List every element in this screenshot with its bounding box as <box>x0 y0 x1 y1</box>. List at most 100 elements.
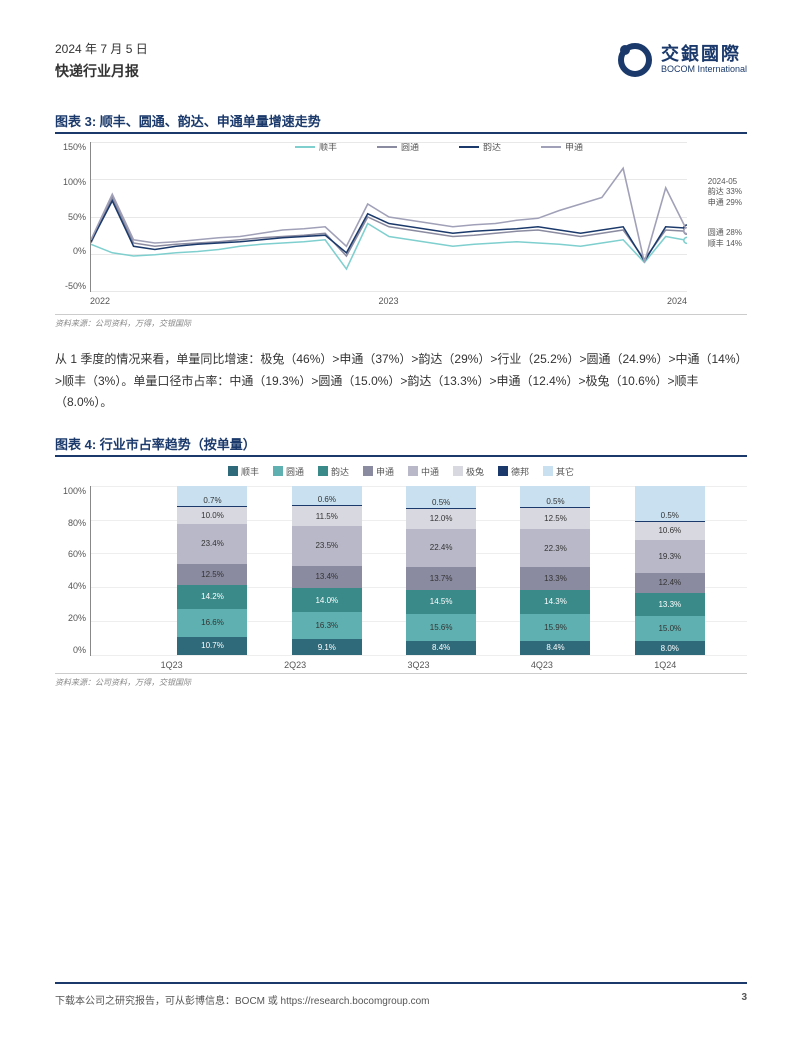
segment-label: 0.5% <box>661 511 679 520</box>
xtick-label: 2022 <box>90 296 110 306</box>
bar-segment-yto: 15.0% <box>635 616 705 641</box>
bar-segment-db: 0.7% <box>177 506 247 507</box>
bar-segment-jt: 10.6% <box>635 522 705 540</box>
chart4-legend-item: 中通 <box>408 465 439 478</box>
page-header: 2024 年 7 月 5 日 快递行业月报 交銀國際 BOCOM Interna… <box>55 40 747 81</box>
legend-label: 极兔 <box>466 465 484 478</box>
end-label-yunda: 韵达 33% <box>708 187 742 197</box>
logo-text: 交銀國際 BOCOM International <box>661 45 747 75</box>
report-title: 快递行业月报 <box>55 61 148 81</box>
gridline <box>91 655 747 656</box>
chart3-line-sto <box>91 168 687 262</box>
chart4-section: 图表 4: 行业市占率趋势（按单量） 顺丰圆通韵达申通中通极兔德邦其它 100%… <box>55 434 747 665</box>
chart3-lines-svg <box>91 152 687 282</box>
chart3-end-labels: 2024-05 韵达 33% 申通 29% 圆通 28% 顺丰 14% <box>708 177 742 249</box>
bar-segment-sto: 13.3% <box>520 567 590 589</box>
chart3-endpoint-sto <box>684 228 687 234</box>
bar-segment-sf: 10.7% <box>177 637 247 655</box>
ytick-label: 80% <box>56 518 86 528</box>
stacked-bar: 10.7%16.6%14.2%12.5%23.4%10.0%0.7% <box>177 486 247 655</box>
bar-segment-yunda: 14.0% <box>292 588 362 612</box>
bar-segment-yto: 15.9% <box>520 614 590 641</box>
end-label-sf: 顺丰 14% <box>708 239 742 249</box>
chart4-legend-item: 德邦 <box>498 465 529 478</box>
stacked-bar: 8.4%15.6%14.5%13.7%22.4%12.0%0.5% <box>406 486 476 655</box>
chart3-source: 资料来源：公司资料，万得，交银国际 <box>55 314 747 329</box>
legend-swatch <box>228 466 238 476</box>
legend-label: 圆通 <box>286 465 304 478</box>
bar-segment-db: 0.5% <box>406 508 476 509</box>
chart4-source: 资料来源：公司资料，万得，交银国际 <box>55 673 747 688</box>
bar-segment-db: 0.5% <box>635 521 705 522</box>
ytick-label: 150% <box>56 142 86 152</box>
chart3-xaxis: 202220232024 <box>90 296 687 306</box>
segment-label: 0.6% <box>318 495 336 504</box>
bar-segment-sto: 13.7% <box>406 567 476 590</box>
report-date: 2024 年 7 月 5 日 <box>55 40 148 57</box>
xtick-label: 2023 <box>378 296 398 306</box>
legend-swatch <box>453 466 463 476</box>
end-label-yto: 圆通 28% <box>708 228 742 238</box>
legend-swatch <box>295 146 315 148</box>
bar-segment-db: 0.6% <box>292 505 362 506</box>
chart4-underline <box>55 455 747 457</box>
chart3-yaxis: 150% 100% 50% 0% -50% <box>56 142 86 291</box>
legend-swatch <box>541 146 561 148</box>
bar-segment-jt: 11.5% <box>292 506 362 525</box>
ytick-label: 60% <box>56 549 86 559</box>
bar-segment-sto: 12.5% <box>177 564 247 585</box>
bar-segment-sf: 8.4% <box>406 641 476 655</box>
ytick-label: 100% <box>56 486 86 496</box>
bar-segment-jt: 12.0% <box>406 508 476 528</box>
chart4-legend-item: 极兔 <box>453 465 484 478</box>
bar-segment-yunda: 14.2% <box>177 585 247 609</box>
ytick-label: 0% <box>56 246 86 256</box>
bar-segment-sf: 8.0% <box>635 641 705 655</box>
chart3-endpoint-sf <box>684 237 687 243</box>
chart4-legend-item: 其它 <box>543 465 574 478</box>
gridline <box>91 291 687 292</box>
legend-label: 中通 <box>421 465 439 478</box>
chart4-xaxis: 1Q232Q233Q234Q231Q24 <box>90 660 747 670</box>
chart4-yaxis: 100%80%60%40%20%0% <box>56 486 86 655</box>
bar-segment-zto: 22.3% <box>520 529 590 567</box>
segment-label: 0.7% <box>203 496 221 505</box>
logo-icon <box>613 40 653 80</box>
xtick-label: 1Q23 <box>137 660 207 670</box>
legend-label: 申通 <box>376 465 394 478</box>
ytick-label: 20% <box>56 613 86 623</box>
chart4-legend: 顺丰 圆通 韵达 申通 中通 极兔 德邦 其它 <box>55 465 747 478</box>
ytick-label: 40% <box>56 581 86 591</box>
xtick-label: 2Q23 <box>260 660 330 670</box>
bar-segment-sf: 9.1% <box>292 639 362 654</box>
header-left: 2024 年 7 月 5 日 快递行业月报 <box>55 40 148 81</box>
bar-segment-sto: 13.4% <box>292 566 362 589</box>
end-label-header: 2024-05 <box>708 177 742 187</box>
page-footer: 下载本公司之研究报告，可从彭博信息：BOCM 或 https://researc… <box>55 982 747 1007</box>
logo-cn-text: 交銀國際 <box>661 45 747 65</box>
bar-segment-jt: 10.0% <box>177 507 247 524</box>
xtick-label: 4Q23 <box>507 660 577 670</box>
ytick-label: -50% <box>56 281 86 291</box>
bar-segment-yunda: 13.3% <box>635 593 705 615</box>
chart3-line-yto <box>91 198 687 260</box>
ytick-label: 50% <box>56 212 86 222</box>
ytick-label: 100% <box>56 177 86 187</box>
bar-segment-zto: 22.4% <box>406 529 476 567</box>
bar-segment-zto: 19.3% <box>635 540 705 573</box>
legend-swatch <box>363 466 373 476</box>
gridline <box>91 142 687 143</box>
brand-logo: 交銀國際 BOCOM International <box>613 40 747 80</box>
bar-segment-zto: 23.4% <box>177 524 247 564</box>
chart4-legend-item: 申通 <box>363 465 394 478</box>
bar-segment-zto: 23.5% <box>292 526 362 566</box>
body-paragraph-1: 从 1 季度的情况来看，单量同比增速：极兔（46%）>申通（37%）>韵达（29… <box>55 349 747 414</box>
stacked-bar: 8.0%15.0%13.3%12.4%19.3%10.6%0.5% <box>635 486 705 655</box>
legend-label: 韵达 <box>331 465 349 478</box>
bar-segment-sto: 12.4% <box>635 573 705 594</box>
bar-segment-yto: 16.6% <box>177 609 247 637</box>
legend-swatch <box>318 466 328 476</box>
segment-label: 0.5% <box>546 497 564 506</box>
legend-swatch <box>273 466 283 476</box>
legend-label: 顺丰 <box>241 465 259 478</box>
